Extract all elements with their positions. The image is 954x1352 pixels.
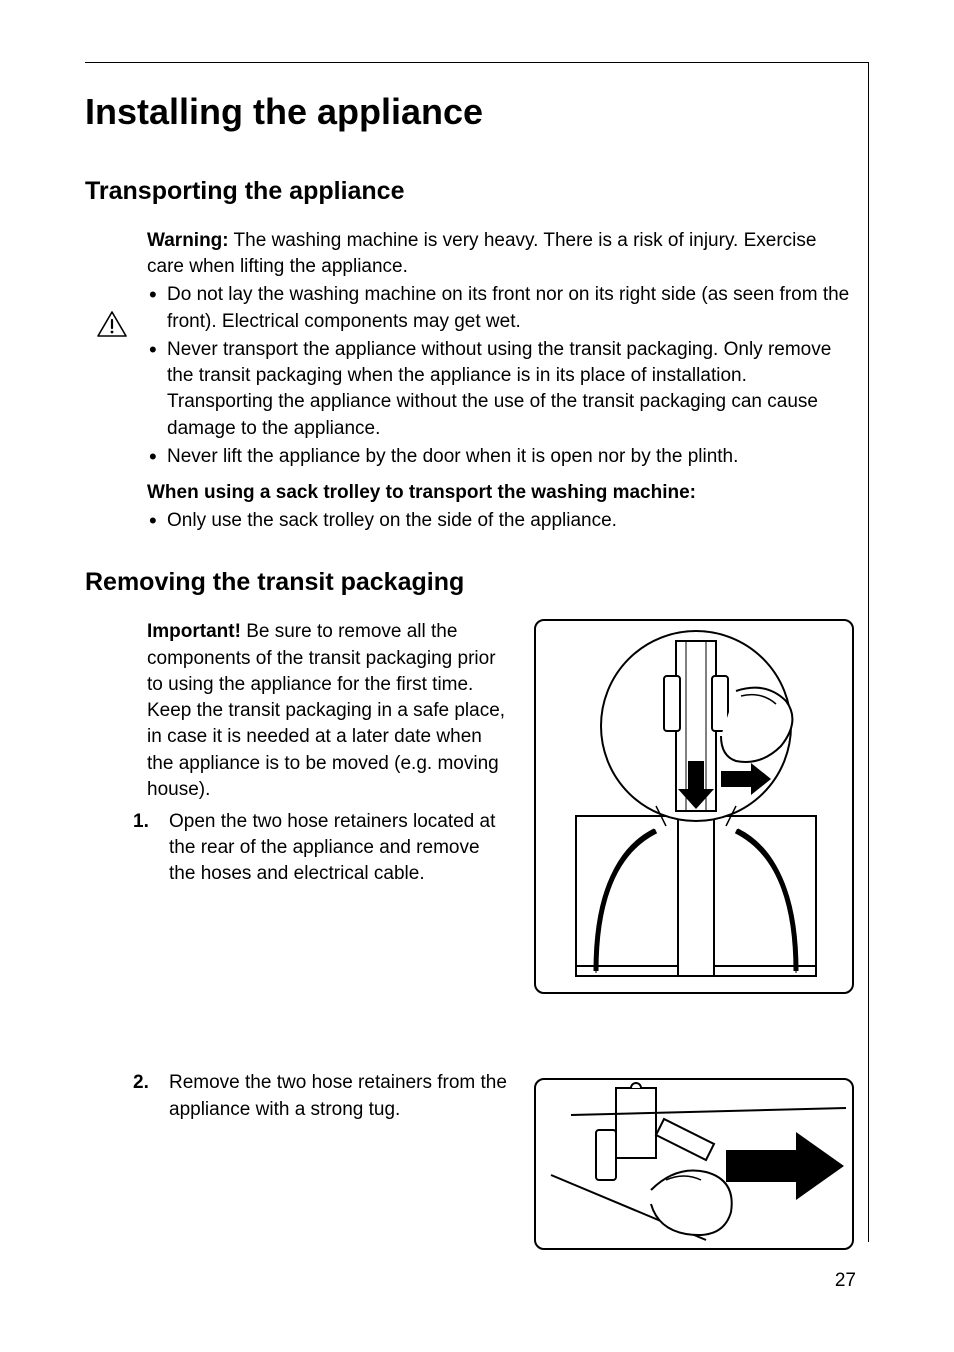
step-item: 1. Open the two hose retainers located a…	[147, 809, 510, 888]
warning-text: The washing machine is very heavy. There…	[147, 230, 816, 277]
step-number: 2.	[133, 1070, 149, 1096]
sack-trolley-subhead: When using a sack trolley to transport t…	[147, 480, 854, 506]
section-removing: Removing the transit packaging Important…	[85, 568, 854, 1250]
section-removing-title: Removing the transit packaging	[85, 568, 854, 597]
step-text: Remove the two hose retainers from the a…	[169, 1072, 507, 1119]
steps-list-2: 2. Remove the two hose retainers from th…	[147, 1070, 510, 1122]
important-text: Be sure to remove all the components of …	[147, 621, 505, 799]
step-number: 1.	[133, 809, 149, 835]
important-and-figure-row: Important! Be sure to remove all the com…	[147, 619, 854, 994]
important-paragraph: Important! Be sure to remove all the com…	[147, 619, 510, 803]
page-content: Installing the appliance Transporting th…	[85, 85, 854, 1232]
steps-list: 1. Open the two hose retainers located a…	[147, 809, 510, 888]
section-transporting-body: Warning: The washing machine is very hea…	[147, 228, 854, 534]
important-label: Important!	[147, 621, 241, 642]
main-title: Installing the appliance	[85, 91, 854, 133]
step-item: 2. Remove the two hose retainers from th…	[147, 1070, 510, 1122]
list-item: Do not lay the washing machine on its fr…	[147, 282, 854, 334]
list-item: Only use the sack trolley on the side of…	[147, 508, 854, 534]
step2-and-figure-row: 2. Remove the two hose retainers from th…	[147, 1064, 854, 1250]
list-item: Never transport the appliance without us…	[147, 337, 854, 442]
warning-icon	[97, 311, 127, 339]
page-right-rule	[868, 62, 870, 1242]
step-text: Open the two hose retainers located at t…	[169, 811, 495, 884]
figure-remove-retainer	[534, 1078, 854, 1250]
list-item: Never lift the appliance by the door whe…	[147, 444, 854, 470]
section-removing-body: Important! Be sure to remove all the com…	[147, 619, 854, 1250]
sack-trolley-bullets: Only use the sack trolley on the side of…	[147, 508, 854, 534]
important-text-column: Important! Be sure to remove all the com…	[147, 619, 510, 887]
warning-label: Warning:	[147, 230, 229, 251]
figure-hose-retainers	[534, 619, 854, 994]
section-transporting-title: Transporting the appliance	[85, 177, 854, 206]
transport-bullets: Do not lay the washing machine on its fr…	[147, 282, 854, 470]
page-number: 27	[835, 1270, 856, 1292]
warning-paragraph: Warning: The washing machine is very hea…	[147, 228, 854, 280]
step2-text-column: 2. Remove the two hose retainers from th…	[147, 1064, 510, 1122]
